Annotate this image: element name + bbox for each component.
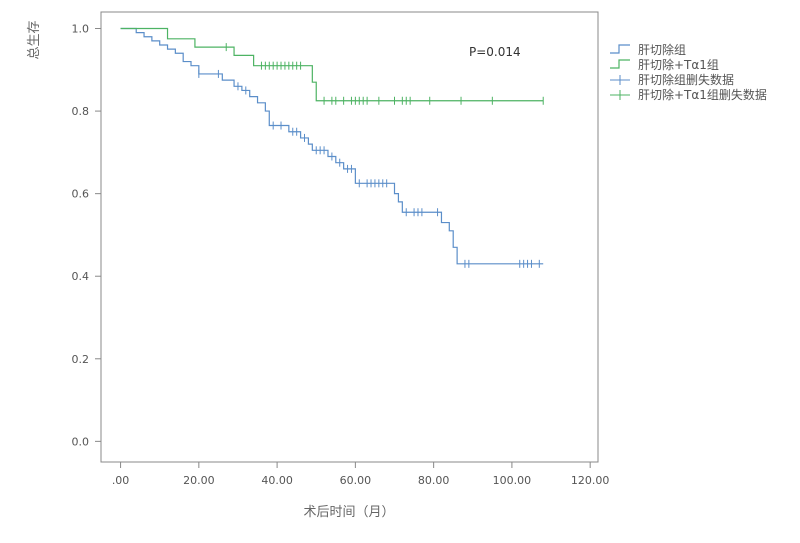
legend-label: 肝切除+Tα1组删失数据 [638, 87, 767, 102]
y-axis-ticks: 0.0 0.2 0.4 0.6 0.8 1.0 [72, 23, 101, 448]
x-tick-label: 100.00 [493, 474, 532, 487]
y-axis-label: 总生存 [27, 20, 42, 59]
y-tick-label: 0.8 [72, 105, 90, 118]
legend-swatch-step [610, 44, 630, 54]
x-axis-ticks: .00 20.00 40.00 60.00 80.00 100.00 120.00 [112, 462, 610, 487]
legend-label: 肝切除组删失数据 [638, 72, 734, 87]
legend-label: 肝切除+Tα1组 [638, 57, 719, 72]
x-axis-label: 术后时间（月） [303, 505, 394, 520]
y-tick-label: 0.2 [72, 353, 90, 366]
x-tick-label: .00 [112, 474, 130, 487]
plot-frame [100, 11, 599, 463]
x-tick-label: 40.00 [261, 474, 293, 487]
legend-swatch-step [610, 59, 630, 69]
survival-curve-series-1 [120, 27, 544, 102]
y-tick-label: 1.0 [72, 23, 90, 36]
x-tick-label: 120.00 [571, 474, 610, 487]
y-tick-label: 0.6 [72, 188, 90, 201]
y-tick-label: 0.0 [72, 435, 90, 448]
survival-curve-series-0 [120, 27, 544, 265]
x-tick-label: 80.00 [418, 474, 450, 487]
p-value-annotation: P=0.014 [469, 45, 521, 59]
censor-marks [198, 43, 544, 268]
y-tick-label: 0.4 [72, 270, 90, 283]
x-tick-label: 60.00 [340, 474, 372, 487]
survival-curves [120, 27, 544, 265]
x-tick-label: 20.00 [183, 474, 215, 487]
legend-label: 肝切除组 [638, 42, 686, 57]
